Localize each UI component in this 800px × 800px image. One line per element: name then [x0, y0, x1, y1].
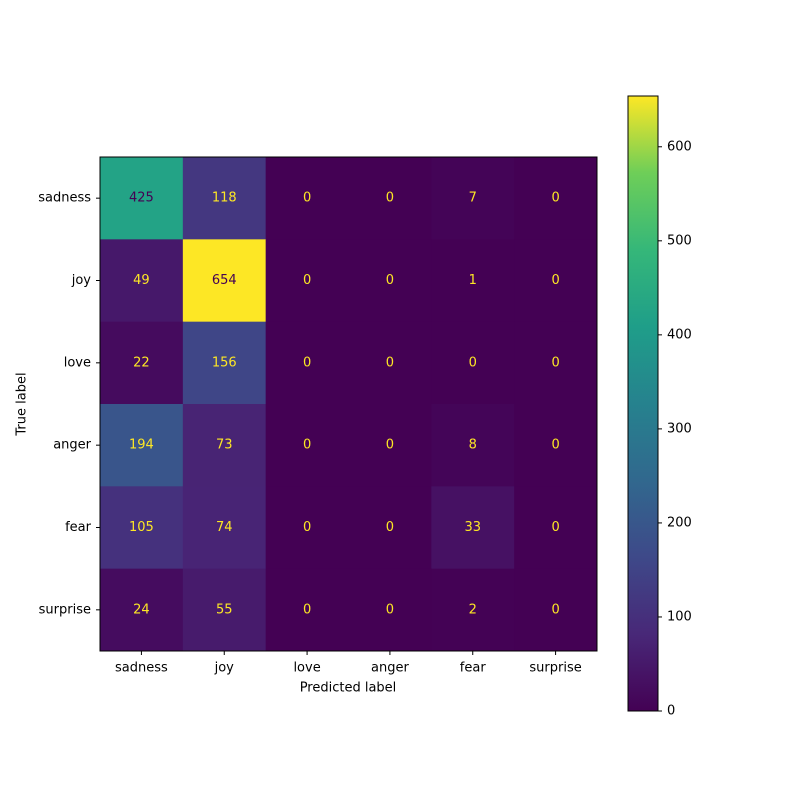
cell-label: 8: [469, 438, 477, 453]
cell-label: 22: [133, 355, 150, 370]
cell-label: 7: [469, 191, 477, 206]
cell: [100, 321, 184, 405]
cell-label: 194: [129, 438, 154, 453]
y-axis-label: True label: [15, 372, 30, 436]
colorbar-tick-label: 500: [667, 233, 692, 248]
cell-label: 425: [129, 191, 154, 206]
cell-label: 0: [303, 520, 311, 535]
cell-label: 0: [551, 520, 559, 535]
cell-label: 0: [551, 191, 559, 206]
cell-label: 73: [216, 438, 233, 453]
cell-label: 0: [386, 438, 394, 453]
cell: [265, 321, 349, 405]
cell: [348, 568, 432, 652]
x-tick-label: fear: [460, 661, 487, 676]
cell: [265, 568, 349, 652]
colorbar-tick-label: 400: [667, 327, 692, 342]
cell-label: 0: [386, 602, 394, 617]
cell-label: 0: [303, 438, 311, 453]
cell-label: 55: [216, 602, 233, 617]
cell-label: 0: [303, 273, 311, 288]
x-tick-label: joy: [214, 661, 235, 676]
cell: [431, 157, 515, 240]
colorbar-tick-label: 600: [667, 139, 692, 154]
cell-label: 0: [551, 355, 559, 370]
cell-label: 156: [212, 355, 237, 370]
colorbar-tick-label: 300: [667, 421, 692, 436]
cell: [100, 239, 184, 323]
cell-label: 2: [469, 602, 477, 617]
colorbar-tick-label: 0: [667, 704, 675, 719]
cell: [182, 486, 267, 570]
cell: [100, 568, 184, 652]
x-tick-label: love: [293, 661, 320, 676]
cell-label: 0: [303, 602, 311, 617]
cell-label: 0: [386, 355, 394, 370]
y-tick-label: fear: [65, 520, 92, 535]
cell-label: 74: [216, 520, 233, 535]
cell: [348, 486, 432, 570]
cell-label: 0: [551, 273, 559, 288]
cell: [348, 321, 432, 405]
x-tick-label: surprise: [529, 661, 581, 676]
y-tick-label: surprise: [39, 602, 91, 617]
cell: [431, 568, 515, 652]
cell-label: 49: [133, 273, 150, 288]
x-tick-label: anger: [371, 661, 409, 676]
cell: [265, 157, 349, 240]
cell: [182, 239, 267, 323]
cell: [265, 239, 349, 323]
cell-label: 24: [133, 602, 150, 617]
cell: [100, 404, 184, 487]
cell: [514, 404, 598, 487]
cell-label: 33: [464, 520, 481, 535]
cell: [348, 404, 432, 487]
cell: [514, 157, 598, 240]
cell: [431, 404, 515, 487]
y-tick-label: joy: [71, 273, 92, 288]
cell-label: 1: [469, 273, 477, 288]
y-tick-label: sadness: [38, 191, 91, 206]
y-tick-label: anger: [53, 438, 91, 453]
cell: [265, 404, 349, 487]
x-tick-label: sadness: [115, 661, 168, 676]
cell: [431, 486, 515, 570]
cell: [348, 157, 432, 240]
cell: [514, 568, 598, 652]
cell: [348, 239, 432, 323]
cell: [431, 321, 515, 405]
cell: [100, 157, 184, 240]
cell: [514, 486, 598, 570]
cell: [265, 486, 349, 570]
cell: [100, 486, 184, 570]
cell: [182, 404, 267, 487]
cell-label: 0: [386, 520, 394, 535]
cell: [182, 321, 267, 405]
cell: [431, 239, 515, 323]
cell-label: 105: [129, 520, 154, 535]
cell-label: 0: [386, 273, 394, 288]
cell-label: 0: [386, 191, 394, 206]
cell: [514, 321, 598, 405]
y-tick-label: love: [64, 355, 91, 370]
cell-label: 118: [212, 191, 237, 206]
cell-label: 654: [212, 273, 237, 288]
cell: [514, 239, 598, 323]
cell-label: 0: [551, 438, 559, 453]
cell-label: 0: [551, 602, 559, 617]
plot-frame: [99, 156, 598, 652]
colorbar-tick-label: 100: [667, 609, 692, 624]
cell-label: 0: [469, 355, 477, 370]
cell: [182, 568, 267, 652]
x-axis-label: Predicted label: [300, 681, 397, 696]
cell: [182, 157, 267, 240]
cell-label: 0: [303, 191, 311, 206]
colorbar-tick-label: 200: [667, 515, 692, 530]
colorbar: [627, 95, 659, 712]
cell-label: 0: [303, 355, 311, 370]
